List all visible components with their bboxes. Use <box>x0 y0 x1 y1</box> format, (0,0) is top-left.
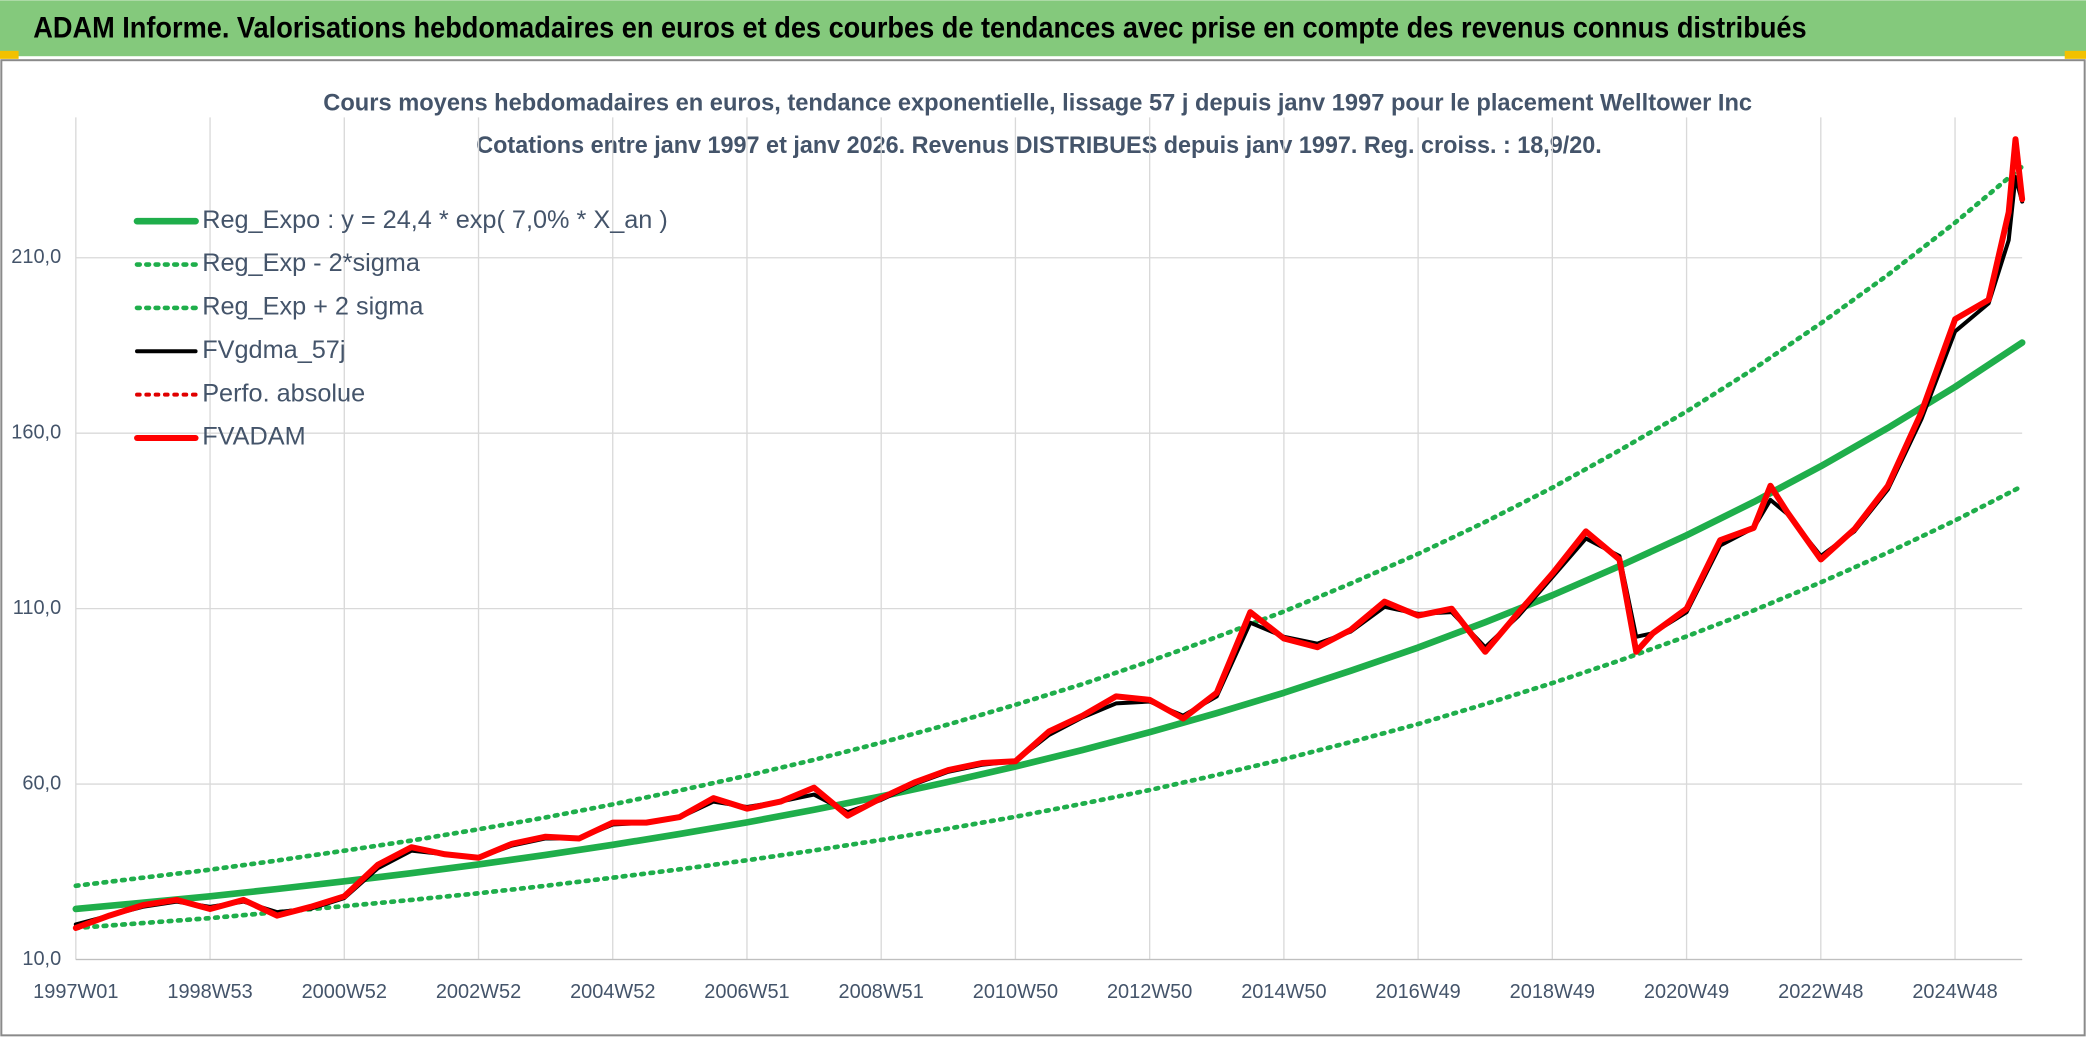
legend-label: Reg_Exp - 2*sigma <box>202 249 421 277</box>
x-tick-label: 1998W53 <box>167 981 252 1003</box>
chart-subtitle: Cotations entre janv 1997 et janv 2026. … <box>476 132 1601 159</box>
corner-mark <box>2064 50 2086 59</box>
legend-label: Reg_Expo : y = 24,4 * exp( 7,0% * X_an ) <box>202 206 668 234</box>
y-tick-label: 60,0 <box>22 772 61 794</box>
header-band <box>0 0 2086 57</box>
y-tick-label: 160,0 <box>11 421 61 443</box>
series-line <box>72 136 2026 931</box>
x-tick-label: 2006W51 <box>704 981 789 1003</box>
corner-mark <box>0 50 19 59</box>
x-tick-label: 2014W50 <box>1241 981 1326 1003</box>
x-tick-label: 2016W49 <box>1375 981 1460 1003</box>
x-tick-label: 2022W48 <box>1778 981 1863 1003</box>
legend-label: FVgdma_57j <box>202 336 345 364</box>
y-tick-label: 10,0 <box>22 948 61 970</box>
series-line <box>72 339 2026 913</box>
series-line <box>73 164 2025 889</box>
y-tick-label: 210,0 <box>11 246 61 268</box>
x-tick-label: 2010W50 <box>973 981 1058 1003</box>
chart-title: Cours moyens hebdomadaires en euros, ten… <box>323 89 1752 116</box>
legend-label: Reg_Exp + 2 sigma <box>202 293 424 321</box>
x-tick-label: 2012W50 <box>1107 981 1192 1003</box>
x-tick-label: 1997W01 <box>33 981 118 1003</box>
x-tick-label: 2002W52 <box>436 981 521 1003</box>
y-tick-label: 110,0 <box>13 597 61 619</box>
legend-label: Perfo. absolue <box>202 379 365 407</box>
x-tick-label: 2020W49 <box>1644 981 1729 1003</box>
header-title: ADAM Informe. Valorisations hebdomadaire… <box>33 12 1806 44</box>
chart-frame <box>0 59 2086 1037</box>
x-tick-label: 2018W49 <box>1510 981 1595 1003</box>
x-tick-label: 2008W51 <box>839 981 924 1003</box>
legend-label: FVADAM <box>202 423 305 451</box>
series-line <box>73 483 2025 931</box>
x-tick-label: 2024W48 <box>1912 981 1997 1003</box>
x-tick-label: 2004W52 <box>570 981 655 1003</box>
x-tick-label: 2000W52 <box>302 981 387 1003</box>
